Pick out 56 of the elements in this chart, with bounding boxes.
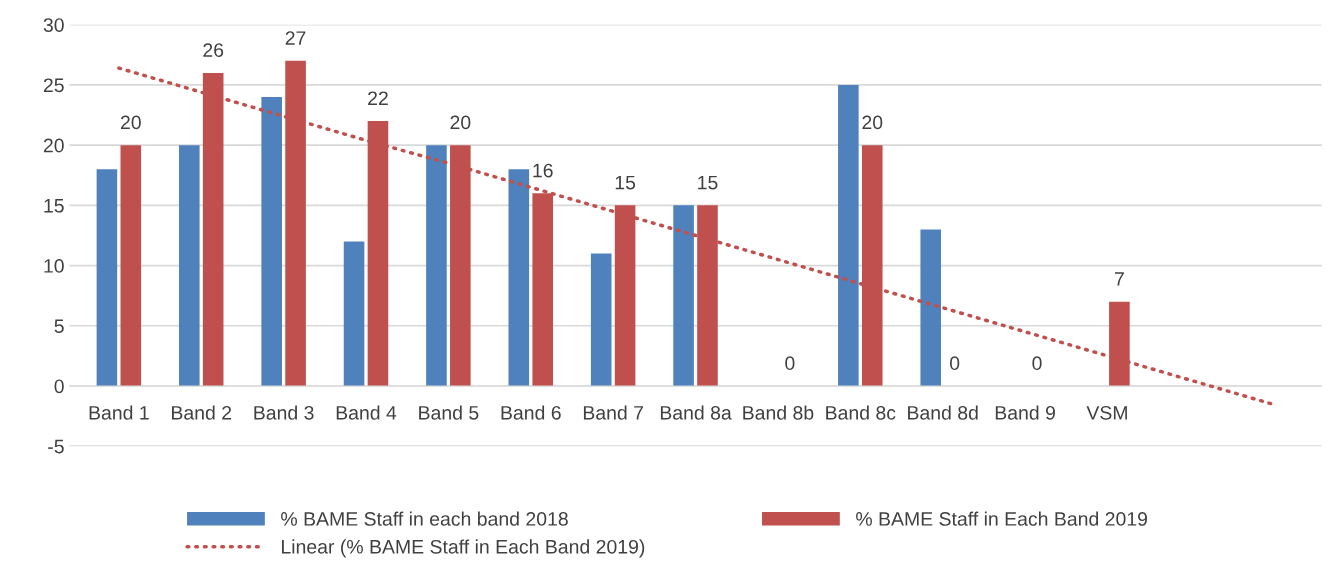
legend-label: % BAME Staff in each band 2018 [281, 511, 568, 526]
x-tick-label: Band 5 [419, 405, 479, 420]
bar [590, 253, 612, 386]
x-tick-label: Band 9 [995, 405, 1055, 420]
y-tick-label: 20 [43, 138, 64, 153]
data-label: 20 [450, 115, 471, 130]
legend-label: % BAME Staff in Each Band 2019 [856, 511, 1148, 526]
x-tick-label: Band 4 [336, 405, 397, 420]
bar [1109, 301, 1130, 386]
y-tick-label: 0 [54, 379, 64, 394]
data-label: 0 [949, 356, 960, 371]
bar [532, 193, 554, 386]
data-label: 27 [285, 31, 306, 45]
bar [120, 145, 142, 386]
data-label: 7 [1114, 272, 1124, 286]
bar [261, 96, 282, 386]
data-label: 26 [203, 43, 224, 58]
bar [920, 229, 942, 386]
data-label: 22 [368, 91, 388, 105]
x-tick-label: Band 8d [908, 405, 978, 420]
data-label: 0 [1032, 356, 1042, 371]
x-tick-label: Band 8c [826, 405, 896, 420]
x-tick-label: Band 8b [743, 405, 814, 420]
bar [697, 205, 718, 386]
data-label: 20 [862, 115, 883, 130]
y-tick-label: 10 [44, 259, 64, 273]
bar [367, 121, 389, 386]
bar [614, 205, 636, 386]
x-tick-label: Band 8a [660, 405, 732, 420]
data-label: 0 [785, 356, 795, 371]
x-tick-label: Band 6 [501, 405, 561, 420]
y-tick-label: 25 [43, 78, 64, 93]
y-tick-label: 15 [44, 199, 64, 213]
bar [202, 72, 224, 386]
bar [426, 145, 447, 386]
data-label: 15 [615, 175, 636, 190]
bar [178, 145, 200, 386]
y-tick-label: 5 [54, 319, 64, 334]
x-tick-label: Band 7 [583, 405, 643, 420]
bar [861, 145, 883, 386]
x-tick-label: Band 3 [254, 405, 314, 420]
bar [673, 205, 694, 386]
bar [96, 169, 118, 386]
data-label: 15 [698, 175, 718, 190]
y-tick-label: -5 [48, 439, 64, 454]
bar [450, 145, 471, 386]
data-label: 16 [533, 163, 553, 178]
x-tick-label: Band 1 [89, 405, 149, 420]
bar [838, 84, 859, 386]
legend-label: Linear (% BAME Staff in Each Band 2019) [281, 539, 645, 558]
x-tick-label: VSM [1086, 405, 1127, 420]
y-tick-label: 30 [43, 18, 64, 32]
bar [508, 169, 530, 386]
data-label: 20 [120, 115, 141, 130]
x-tick-label: Band 2 [172, 405, 232, 420]
bar [343, 241, 365, 386]
